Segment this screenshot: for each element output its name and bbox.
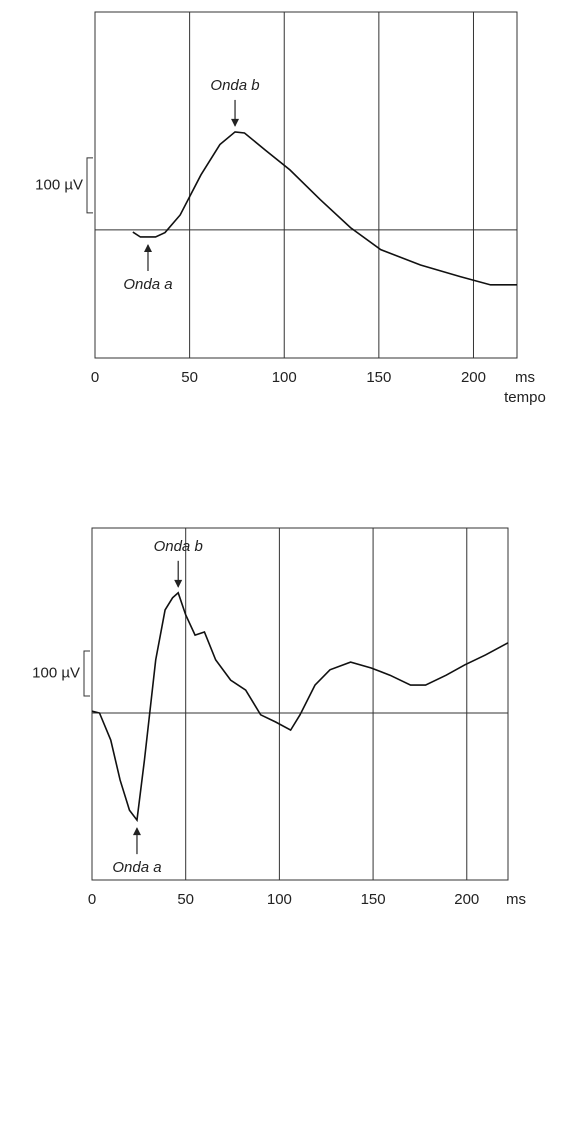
x-tick-label: 0 [88,891,96,908]
scale-bar [86,157,93,214]
x-tick-label: 200 [461,369,486,386]
arrow-head [174,579,183,588]
x-tick-label: 150 [366,369,391,386]
x-unit: ms [506,891,526,908]
annotation: Onda a [123,276,172,293]
data-line [91,591,509,823]
arrow-head [231,118,240,127]
x-tick-label: 50 [177,891,194,908]
x-tick-label: 150 [361,891,386,908]
x-tick-label: 100 [267,891,292,908]
annotation: Onda b [210,77,259,94]
annotation: Onda b [154,538,203,555]
x-unit: ms [515,369,535,386]
plot-frame [91,527,509,881]
x-tick-label: 100 [272,369,297,386]
arrow-head [132,827,141,836]
annotation: Onda a [112,859,161,876]
scale-bar [83,650,90,697]
scale-bar-label: 100 µV [32,664,80,681]
x-tick-label: 0 [91,369,99,386]
scale-bar-label: 100 µV [35,176,83,193]
x-tick-label: 50 [181,369,198,386]
x-axis-label: tempo [504,389,546,406]
arrow-head [143,243,152,252]
x-tick-label: 200 [454,891,479,908]
data-line [132,131,517,286]
